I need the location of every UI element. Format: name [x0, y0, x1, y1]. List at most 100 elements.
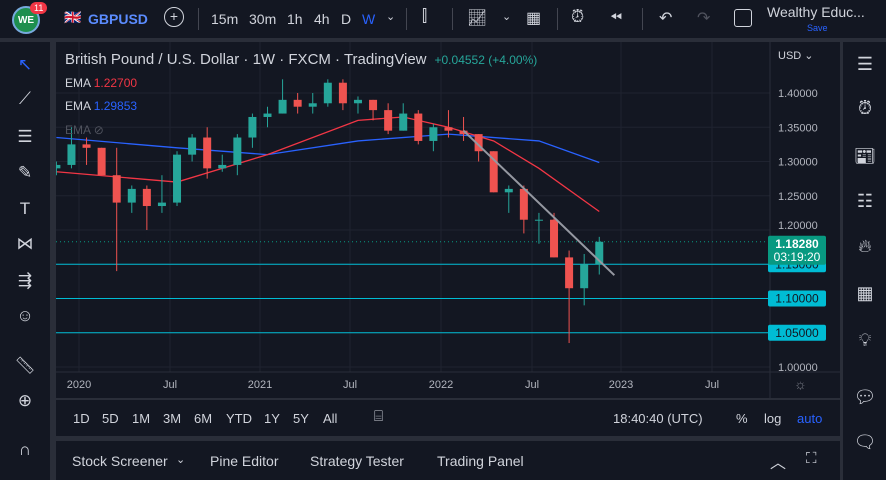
auto-toggle[interactable]: auto — [797, 411, 823, 426]
bar-countdown: 03:19:20 — [774, 250, 821, 264]
messages-icon[interactable]: 🗨︎ — [853, 432, 877, 452]
redo-icon[interactable]: ↷ — [697, 10, 711, 27]
clock-timezone[interactable]: 18:40:40 (UTC) — [613, 411, 703, 426]
candle-body — [565, 257, 574, 289]
tab-pine-editor[interactable]: Pine Editor — [210, 453, 279, 469]
candle-body — [67, 144, 76, 165]
tab-stock-screener[interactable]: Stock Screener — [72, 453, 168, 469]
range-ytd[interactable]: YTD — [226, 411, 252, 426]
price-tick: 1.00000 — [778, 362, 818, 374]
ema-slow-value: 1.29853 — [93, 99, 138, 113]
calendar-icon[interactable]: ▦ — [856, 283, 874, 303]
brush-icon[interactable]: ✎ — [17, 163, 33, 182]
save-button[interactable]: Save — [807, 23, 828, 33]
symbol-search-button[interactable]: GBPUSD — [88, 11, 148, 27]
text-icon[interactable]: T — [19, 199, 31, 218]
range-1y[interactable]: 1Y — [264, 411, 280, 426]
candle-body — [248, 116, 257, 138]
watchlist-icon[interactable]: ☰ — [856, 54, 874, 74]
interval-w[interactable]: W — [362, 11, 376, 27]
alarm-icon[interactable]: ⏰︎ — [571, 7, 585, 26]
candle-body — [504, 188, 513, 193]
range-5y[interactable]: 5Y — [293, 411, 309, 426]
price-tick: 1.40000 — [778, 88, 818, 100]
range-1d[interactable]: 1D — [73, 411, 90, 426]
hidden-eye-icon[interactable]: ⊘ — [93, 123, 104, 137]
candle-body — [338, 82, 347, 104]
candle-body — [459, 130, 468, 135]
interval-4h[interactable]: 4h — [314, 11, 330, 27]
candle-body — [52, 164, 61, 169]
top-toolbar: WE 11 🇬🇧 GBPUSD + 15m 30m 1h 4h D W ⌄ ⫿ … — [0, 0, 886, 38]
add-list-icon[interactable]: ☷ — [856, 191, 874, 211]
magnet-icon[interactable]: ∩ — [18, 440, 32, 459]
interval-15m[interactable]: 15m — [211, 11, 239, 27]
percent-toggle[interactable]: % — [736, 411, 748, 426]
chevron-down-icon[interactable]: ⌄ — [176, 454, 186, 466]
candle-body — [323, 82, 332, 104]
fullscreen-icon[interactable] — [734, 9, 752, 27]
candle-body — [399, 113, 408, 131]
chevron-up-icon[interactable]: ︿ — [770, 455, 787, 472]
candle-body — [534, 219, 543, 221]
candle-body — [308, 103, 317, 107]
time-tick: Jul — [705, 379, 719, 391]
chart-pane[interactable]: 1.40000 1.35000 1.30000 1.25000 1.20000 1.000… — [52, 42, 840, 398]
time-tick: 2022 — [429, 379, 453, 391]
cursor-icon[interactable]: ↖ — [17, 55, 33, 74]
tab-strategy-tester[interactable]: Strategy Tester — [310, 453, 404, 469]
ideas-bulb-icon[interactable]: 💡︎ — [858, 330, 872, 350]
indicators-icon[interactable]: 📈︎ — [467, 10, 488, 27]
chevron-down-icon[interactable]: ⌄ — [386, 11, 396, 23]
range-all[interactable]: All — [323, 411, 338, 426]
chat-icon[interactable]: 💬︎ — [853, 387, 877, 407]
zoom-icon[interactable]: ⊕ — [17, 391, 33, 410]
candle-body — [127, 188, 136, 203]
news-icon[interactable]: 📰︎ — [853, 146, 877, 166]
candle-body — [188, 137, 197, 155]
notification-badge: 11 — [30, 2, 48, 14]
compare-add-icon[interactable]: + — [164, 7, 184, 27]
flag-icon: 🇬🇧 — [64, 9, 82, 25]
candle-type-icon[interactable]: ⫿ — [422, 8, 428, 25]
hotlist-fire-icon[interactable]: 🔥︎ — [858, 236, 872, 256]
range-6m[interactable]: 6M — [194, 411, 213, 426]
currency-selector[interactable]: USD ⌄ — [778, 50, 814, 62]
price-chart[interactable]: 1.40000 1.35000 1.30000 1.25000 1.20000 1.000… — [52, 42, 840, 398]
settings-sun-icon[interactable]: ☼ — [794, 376, 807, 392]
price-change: +0.04552 (+4.00%) — [434, 53, 538, 67]
range-3m[interactable]: 3M — [163, 411, 182, 426]
candle-body — [203, 137, 212, 169]
layout-grid-icon[interactable]: ▦ — [526, 10, 542, 27]
level-label-bg — [768, 324, 826, 341]
trendline-icon[interactable]: ⟋ — [19, 89, 31, 108]
candle-body — [414, 113, 423, 141]
pattern-icon[interactable]: ⋈ — [16, 234, 34, 253]
ruler-icon[interactable]: 📏︎ — [14, 356, 36, 375]
tab-trading-panel[interactable]: Trading Panel — [437, 453, 524, 469]
fib-icon[interactable]: ☰ — [17, 127, 33, 146]
candle-body — [97, 147, 106, 176]
range-5d[interactable]: 5D — [102, 411, 119, 426]
log-toggle[interactable]: log — [764, 411, 782, 426]
right-sidebar: ☰ ⏰︎ 📰︎ ☷ 🔥︎ ▦ 💡︎ 💬︎ 🗨︎ — [843, 42, 886, 480]
alarm-clock-icon[interactable]: ⏰︎ — [857, 98, 873, 118]
undo-icon[interactable]: ↶ — [659, 10, 673, 27]
level-label-bg — [768, 290, 826, 307]
emoji-icon[interactable]: ☺ — [16, 306, 34, 325]
interval-d[interactable]: D — [341, 11, 352, 27]
maximize-icon[interactable]: ⛶ — [806, 450, 817, 467]
date-range-icon[interactable]: ⌸ — [374, 408, 384, 425]
chevron-down-icon[interactable]: ⌄ — [502, 11, 512, 23]
interval-30m[interactable]: 30m — [249, 11, 277, 27]
layout-name[interactable]: Wealthy Educ... — [767, 4, 865, 20]
ema-label: EMA — [65, 99, 91, 113]
legend-title-row: British Pound / U.S. Dollar · 1W · FXCM … — [65, 51, 537, 68]
interval-1h[interactable]: 1h — [287, 11, 303, 27]
prediction-icon[interactable]: ⇶ — [17, 271, 33, 290]
replay-icon[interactable]: ⏪︎ — [610, 9, 623, 26]
candle-body — [489, 151, 498, 193]
candle-body — [82, 144, 91, 148]
range-1m[interactable]: 1M — [132, 411, 151, 426]
legend-title: British Pound / U.S. Dollar · 1W · FXCM … — [65, 51, 427, 68]
